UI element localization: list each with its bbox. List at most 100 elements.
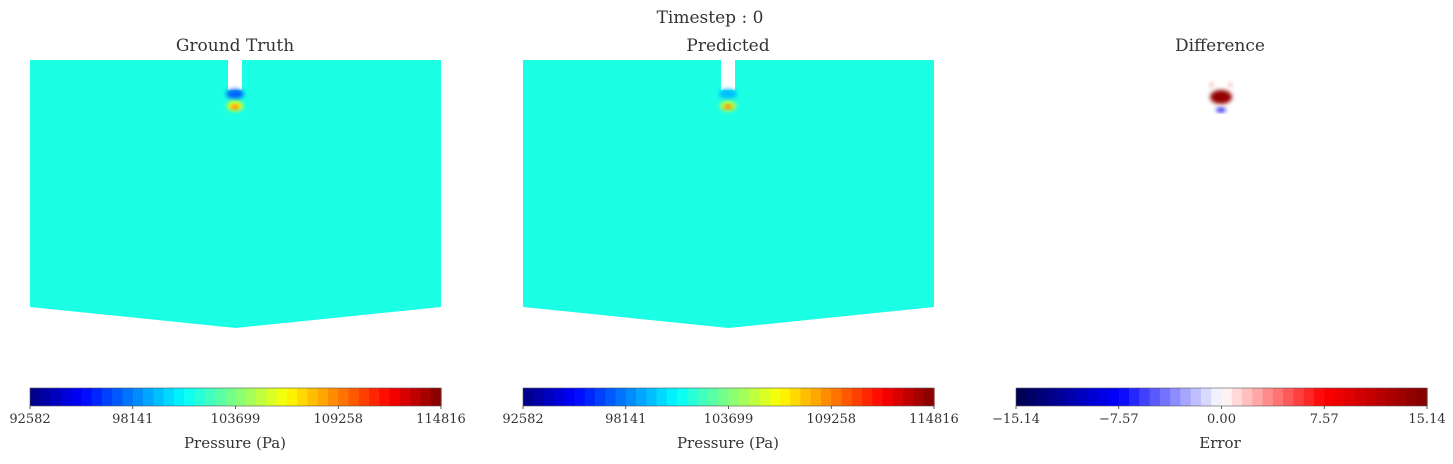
colorbar-segment (410, 388, 422, 406)
colorbar-segment (903, 388, 915, 406)
colorbar-segment (194, 388, 206, 406)
error-field (1016, 60, 1427, 328)
colorbar-segment (1016, 388, 1027, 406)
colorbar-segment (369, 388, 380, 406)
high-pressure-core (724, 105, 732, 109)
panel-predicted: Predicted 92582 98141 103699 109258 114816 P… (502, 36, 959, 452)
pressure-field (30, 59, 441, 328)
colorbar-segment (1180, 388, 1192, 406)
colorbar-segment (646, 388, 658, 406)
colorbar-segment (327, 388, 339, 406)
colorbar-segment (1077, 388, 1089, 406)
colorbar-segment (122, 388, 134, 406)
colorbar-segment (307, 388, 319, 406)
colorbar-segment (245, 388, 257, 406)
colorbar-segment (913, 388, 925, 406)
colorbar-segment (1334, 388, 1346, 406)
colorbar-segment (399, 388, 411, 406)
colorbar-segment (1344, 388, 1356, 406)
inlet-notch (721, 59, 735, 90)
colorbar-segment (790, 388, 802, 406)
colorbar-segment (30, 388, 41, 406)
colorbar-tick-label: 15.14 (1408, 412, 1445, 427)
colorbar-segment (1221, 388, 1233, 406)
colorbar-segment (1231, 388, 1243, 406)
colorbar-segment (420, 388, 432, 406)
colorbar-segment (656, 388, 668, 406)
colorbar-segment (1057, 388, 1068, 406)
colorbar-tick-label: 0.00 (1207, 412, 1236, 427)
colorbar-segment (71, 388, 82, 406)
colorbar-segment (143, 388, 154, 406)
colorbar-tick-label: −7.57 (1099, 412, 1139, 427)
colorbar-segment (687, 388, 699, 406)
colorbar-segment (1272, 388, 1284, 406)
colorbar-segment (266, 388, 278, 406)
colorbar-segment (523, 388, 534, 406)
colorbar-segment (163, 388, 175, 406)
colorbar-label: Error (1199, 434, 1241, 452)
colorbar: −15.14 −7.57 0.00 7.57 15.14 (992, 387, 1446, 427)
colorbar-segment (553, 388, 565, 406)
colorbar-segment (1170, 388, 1181, 406)
colorbar-segment (317, 388, 329, 406)
domain-background (1016, 60, 1427, 328)
panel-title: Predicted (686, 36, 769, 56)
colorbar-tick-label: 98141 (605, 412, 646, 427)
colorbar-segment (60, 388, 72, 406)
colorbar-segment (615, 388, 627, 406)
colorbar-segment (338, 388, 350, 406)
colorbar-segment (1416, 388, 1428, 406)
colorbar-segment (636, 388, 647, 406)
colorbar-segment (1303, 388, 1315, 406)
colorbar-segment (1396, 388, 1408, 406)
colorbar-segment (153, 388, 165, 406)
low-pressure-spot (226, 89, 244, 99)
colorbar-segment (276, 388, 288, 406)
colorbar-tick-label: −15.14 (992, 412, 1040, 427)
colorbar-segment (820, 388, 832, 406)
colorbar-segment (841, 388, 853, 406)
colorbar-tick-label: 98141 (112, 412, 153, 427)
minor-error-spot (1209, 82, 1214, 88)
colorbar-segment (666, 388, 678, 406)
colorbar-tick-label: 109258 (313, 412, 363, 427)
colorbar-segment (1242, 388, 1253, 406)
colorbar-segment (759, 388, 771, 406)
colorbar-segment (1385, 388, 1397, 406)
figure-title: Timestep : 0 (657, 8, 764, 28)
colorbar-segment (1067, 388, 1079, 406)
colorbar-segment (214, 388, 226, 406)
colorbar-segment (81, 388, 93, 406)
colorbar-segment (862, 388, 873, 406)
colorbar-segment (286, 388, 298, 406)
panel-difference: Difference −15.14 −7.57 0.00 7.57 15.14 Erro… (992, 36, 1446, 452)
colorbar-segment (543, 388, 555, 406)
colorbar-segment (872, 388, 884, 406)
negative-error-spot (1216, 108, 1226, 112)
colorbar-segment (389, 388, 401, 406)
colorbar-segment (1026, 388, 1038, 406)
minor-error-spot (1228, 82, 1233, 88)
colorbar-segment (1283, 388, 1295, 406)
colorbar-segment (1211, 388, 1223, 406)
colorbar-tick-label: 103699 (211, 412, 261, 427)
colorbar-segment (1190, 388, 1202, 406)
colorbar-segment (1365, 388, 1377, 406)
colorbar-segment (882, 388, 894, 406)
colorbar-segment (1118, 388, 1130, 406)
low-pressure-spot (719, 89, 737, 99)
colorbar-segment (697, 388, 709, 406)
inlet-notch (228, 59, 242, 90)
colorbar-segment (1036, 388, 1048, 406)
colorbar-segment (728, 388, 740, 406)
colorbar-segment (605, 388, 617, 406)
pressure-field (523, 59, 934, 328)
colorbar-tick-label: 114816 (909, 412, 959, 427)
domain-background (523, 60, 934, 328)
colorbar-segment (1262, 388, 1274, 406)
colorbar-segment (256, 388, 267, 406)
colorbar-segment (1108, 388, 1120, 406)
domain-background (30, 60, 441, 328)
